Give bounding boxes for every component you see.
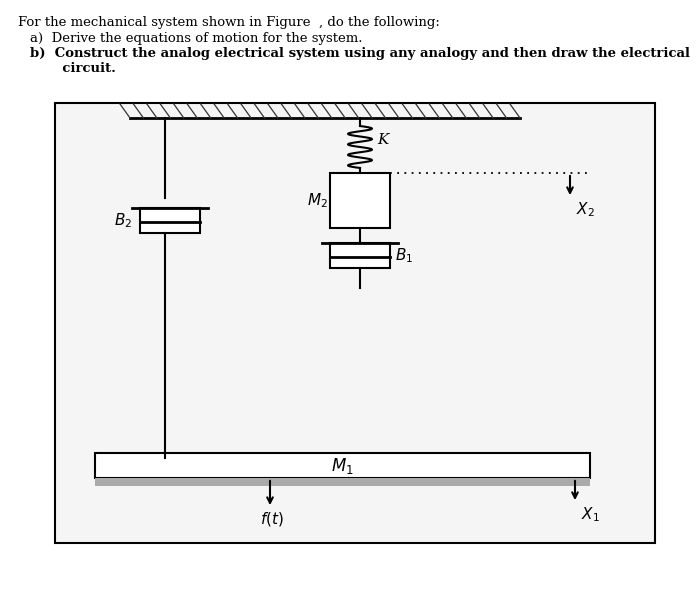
Bar [95,478,590,486]
Text: circuit.: circuit. [30,62,116,75]
Bar [95,453,590,478]
Text: $X_1$: $X_1$ [581,505,600,523]
Text: $M_2$: $M_2$ [307,191,328,210]
Text: b)  Construct the analog electrical system using any analogy and then draw the e: b) Construct the analog electrical syste… [30,47,690,60]
Text: For the mechanical system shown in Figure  , do the following:: For the mechanical system shown in Figur… [18,16,440,29]
Text: $X_2$: $X_2$ [576,200,595,219]
Text: $B_2$: $B_2$ [114,211,132,230]
Text: $M_1$: $M_1$ [331,455,354,475]
Text: a)  Derive the equations of motion for the system.: a) Derive the equations of motion for th… [30,32,363,45]
Text: $f(t)$: $f(t)$ [260,510,284,528]
Bar [140,208,200,233]
Text: $B_1$: $B_1$ [395,246,413,265]
Bar [55,103,655,543]
Bar [330,173,390,228]
Text: K: K [377,134,388,148]
Bar [330,243,390,268]
